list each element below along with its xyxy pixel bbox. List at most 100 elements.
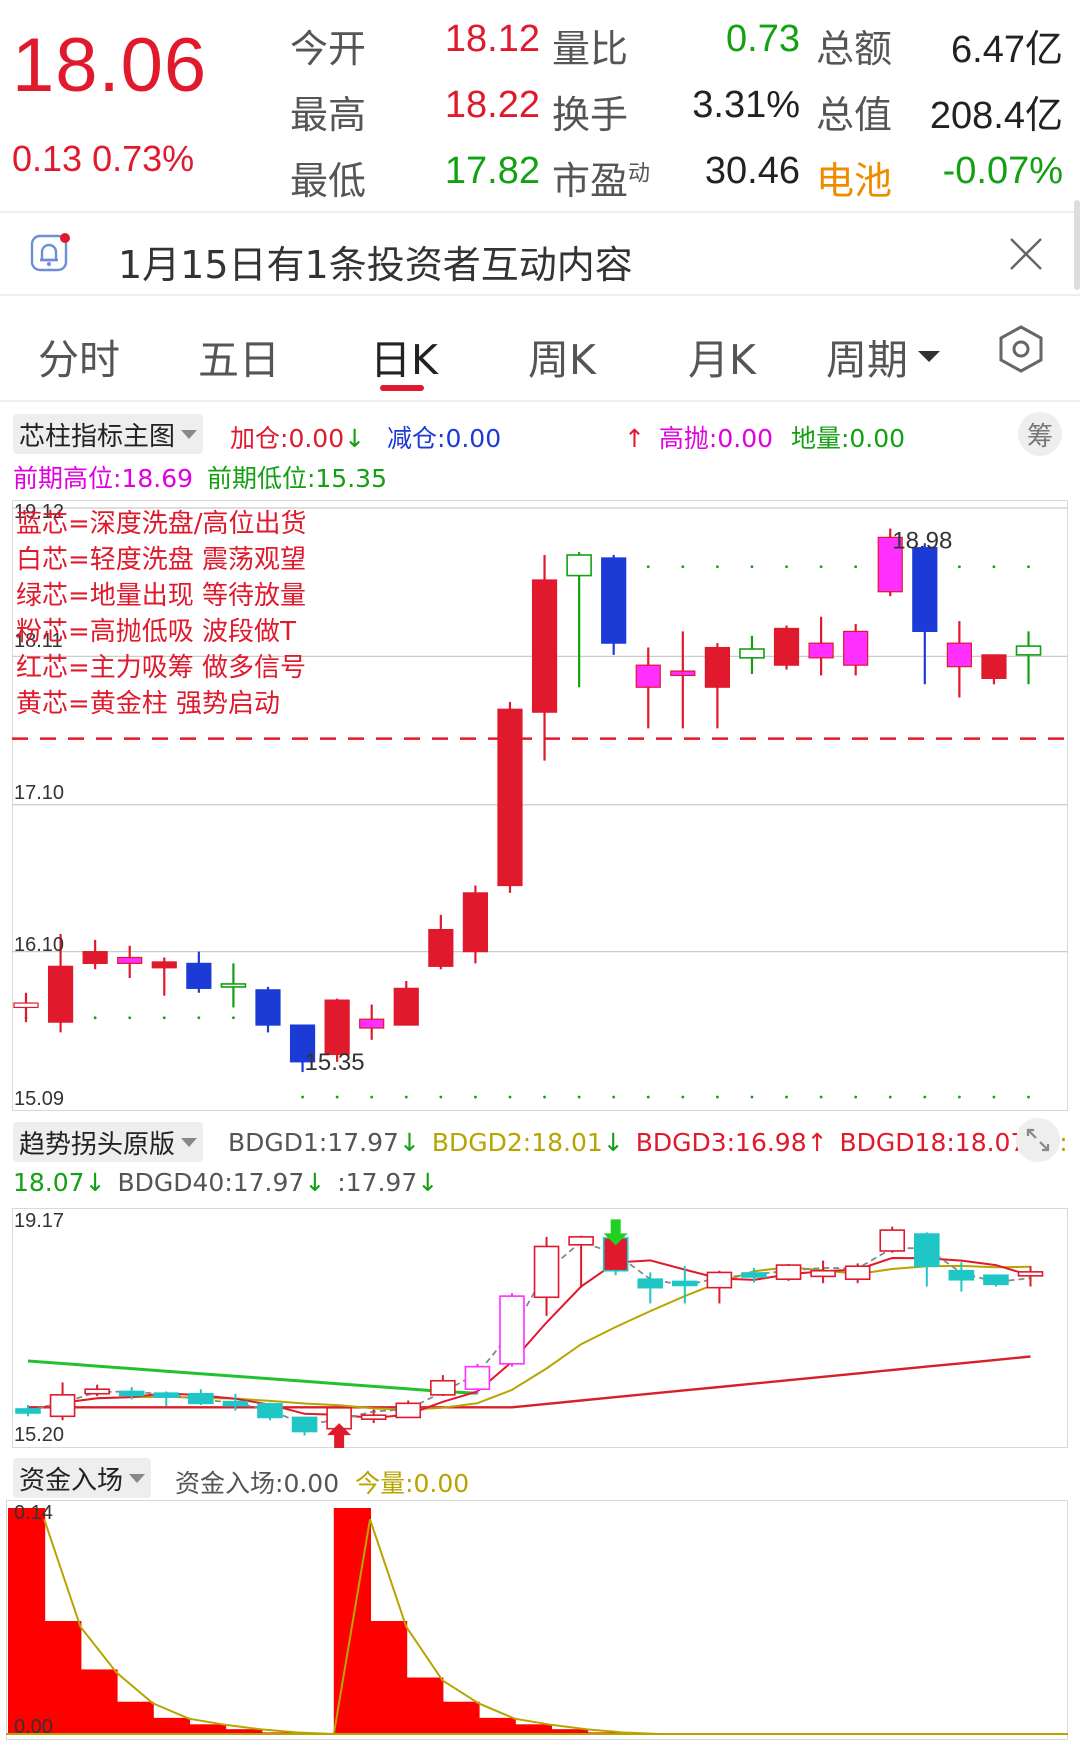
- buy-arrow-icon: [327, 1423, 352, 1448]
- fund-bar: [152, 1717, 190, 1734]
- fund-y-max: 0.14: [14, 1502, 53, 1524]
- pe-dynamic-mark: 动: [628, 161, 651, 187]
- trend-candle: [153, 1392, 180, 1398]
- fund-indicator-select[interactable]: 资金入场: [13, 1458, 152, 1498]
- resistance-dot: [646, 565, 650, 569]
- label-low: 最低: [290, 159, 367, 203]
- candle: [82, 939, 108, 970]
- resistance-dot: [681, 565, 685, 569]
- trend-indicator-select[interactable]: 趋势拐头原版: [13, 1122, 204, 1162]
- candle-body: [359, 1018, 385, 1029]
- label-turnover-amount: 总额: [816, 27, 893, 71]
- chevron-down-icon: [918, 350, 940, 362]
- fund-chart-frame[interactable]: [6, 1500, 1068, 1740]
- candle: [359, 1004, 385, 1040]
- main-chart-frame[interactable]: [12, 500, 1068, 1111]
- tab-period-dropdown[interactable]: 周期: [826, 326, 940, 386]
- settings-hexagon-icon[interactable]: [996, 324, 1046, 374]
- trend-candle: [706, 1271, 733, 1289]
- candle-body: [47, 965, 74, 1023]
- trend-candle: [430, 1379, 456, 1396]
- fund-bar-chart[interactable]: [6, 1500, 1068, 1740]
- close-icon[interactable]: [1008, 236, 1044, 272]
- value-market-cap: 208.4亿: [929, 95, 1063, 137]
- trend-candle: [810, 1269, 836, 1278]
- support-dot: [162, 1016, 166, 1020]
- candle-body: [324, 999, 350, 1056]
- trend-candle: [499, 1295, 525, 1365]
- fund-bar: [478, 1717, 516, 1734]
- tab-monthly-k[interactable]: 月K: [688, 336, 756, 384]
- support-dot: [1027, 1095, 1030, 1099]
- candle-body: [220, 983, 247, 988]
- tab-intraday[interactable]: 分时: [38, 336, 120, 384]
- legend-item: 白芯=轻度洗盘 震荡观望: [16, 545, 307, 575]
- candle: [739, 635, 765, 674]
- trend-indicator-values-2: 18.07↓ BDGD40:17.97↓ :17.97↓: [13, 1168, 439, 1197]
- tab-weekly-k[interactable]: 周K: [528, 336, 596, 384]
- support-dot: [370, 1095, 374, 1099]
- fund-bar: [225, 1729, 263, 1734]
- divider: [0, 294, 1080, 296]
- chip-distribution-button[interactable]: 筹: [1018, 412, 1062, 456]
- price-change: 0.13 0.73%: [12, 138, 194, 180]
- bdgd2-line: [27, 1264, 1031, 1412]
- last-price: 18.06: [12, 23, 208, 108]
- trend-candle: [257, 1403, 283, 1419]
- candle: [773, 625, 800, 670]
- candle-body: [151, 961, 177, 969]
- legend-item: 绿芯=地量出现 等待放量: [16, 581, 307, 611]
- candle: [289, 1024, 316, 1073]
- main-indicator-select[interactable]: 芯柱指标主图: [13, 414, 204, 454]
- y-tick-max: 19.12: [14, 501, 65, 523]
- label-pe: 市盈动: [552, 159, 651, 203]
- candlestick-chart[interactable]: 18.98 15.35: [12, 500, 1068, 1111]
- support-dot: [646, 1095, 650, 1099]
- support-dot: [474, 1095, 477, 1099]
- trend-candle: [533, 1245, 560, 1299]
- expand-icon[interactable]: [1016, 1118, 1060, 1162]
- candle: [13, 992, 39, 1023]
- legend-item: 红芯=主力吸筹 做多信号: [16, 653, 307, 683]
- scrollbar[interactable]: [1074, 200, 1080, 290]
- support-dot: [715, 1095, 719, 1099]
- candle-body: [773, 627, 800, 666]
- candle: [186, 951, 212, 993]
- caret-icon: [129, 1473, 146, 1483]
- trend-indicator-values: BDGD1:17.97↓ BDGD2:18.01↓ BDGD3:16.98↑ B…: [228, 1128, 1068, 1157]
- trend-candle: [637, 1278, 664, 1289]
- tab-daily-k[interactable]: 日K: [370, 336, 438, 384]
- divider: [0, 400, 1080, 402]
- value-low: 17.82: [444, 150, 540, 192]
- fund-bar: [514, 1724, 552, 1734]
- candle: [1015, 631, 1042, 685]
- candle: [635, 647, 661, 729]
- bell-icon[interactable]: [30, 232, 70, 274]
- trend-candle: [188, 1392, 214, 1405]
- candle-body: [981, 654, 1007, 680]
- support-dot: [128, 1016, 132, 1020]
- support-dot: [888, 1095, 892, 1099]
- trend-chart[interactable]: [12, 1208, 1068, 1448]
- support-dot: [439, 1095, 443, 1099]
- trend-y-max: 19.17: [14, 1210, 65, 1232]
- sector-link[interactable]: 电池: [816, 159, 893, 203]
- fund-indicator-values: 资金入场:0.00 今量:0.00: [175, 1469, 470, 1498]
- resistance-dot: [715, 565, 719, 569]
- support-dot: [543, 1095, 546, 1099]
- notice-text[interactable]: 1月15日有1条投资者互动内容: [118, 243, 633, 287]
- main-indicator-values: 加仓:0.00↓ 减仓:0.00: [230, 424, 502, 453]
- trend-candle: [844, 1265, 871, 1280]
- support-dot: [750, 1095, 754, 1099]
- support-dot: [232, 1016, 235, 1020]
- trend-candle: [49, 1394, 76, 1418]
- candle: [566, 552, 592, 688]
- trend-chart-frame[interactable]: [12, 1208, 1068, 1448]
- candle-body: [428, 928, 454, 967]
- tab-five-day[interactable]: 五日: [198, 336, 280, 384]
- support-dot: [957, 1095, 961, 1099]
- candle-body: [670, 670, 696, 677]
- trend-candle: [914, 1233, 940, 1268]
- trend-candle: [15, 1408, 41, 1414]
- candle-body: [635, 664, 661, 688]
